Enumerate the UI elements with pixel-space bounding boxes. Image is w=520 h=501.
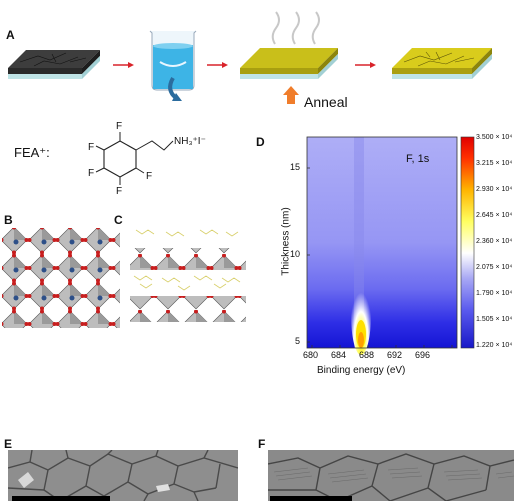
y-axis-title: Thickness (nm) (280, 207, 292, 276)
process-arrow-3 (355, 62, 376, 68)
colorbar-tick-label: 1.220 × 10⁴ (476, 342, 513, 349)
fluorine-label-5: F (146, 171, 153, 182)
x-tick-label: 692 (387, 350, 403, 360)
anneal-label: Anneal (304, 94, 348, 110)
process-schematic (8, 11, 492, 104)
annealing-film (240, 48, 338, 79)
y-tick-label: 5 (295, 336, 301, 346)
fluorine-label-3: F (88, 168, 95, 179)
panel-label-a: A (6, 28, 15, 42)
as-deposited-film (8, 50, 100, 79)
fluorine-label-1: F (116, 121, 123, 132)
colorbar-tick-label: 3.500 × 10⁴ (476, 134, 513, 141)
process-arrow-2 (207, 62, 228, 68)
colorbar-tick-label: 3.215 × 10⁴ (476, 160, 513, 167)
heatmap-background (307, 137, 457, 348)
f1s-peak-marker (351, 275, 371, 355)
panel-label-b: B (4, 213, 13, 227)
panel-label-d: D (256, 135, 265, 149)
panel-label-f: F (258, 437, 266, 451)
x-tick-label: 680 (303, 350, 319, 360)
colorbar-tick-label: 1.505 × 10⁴ (476, 316, 513, 323)
x-tick-label: 696 (415, 350, 431, 360)
beaker-icon (149, 30, 197, 101)
crystal-structure-b (2, 228, 120, 328)
x-tick-label: 684 (331, 350, 347, 360)
crystal-structure-c (130, 229, 246, 322)
sem-image-e (8, 450, 238, 501)
panel-label-c: C (114, 213, 123, 227)
fluorine-label-2: F (88, 142, 95, 153)
amine-label: NH₃⁺I⁻ (174, 136, 206, 147)
process-arrow-1 (113, 62, 134, 68)
colorbar-tick-label: 1.790 × 10⁴ (476, 290, 513, 297)
colorbar-tick-label: 2.930 × 10⁴ (476, 186, 513, 193)
fea-structure-diagram (95, 132, 174, 185)
fluorine-label-4: F (116, 186, 123, 197)
y-tick-label: 10 (290, 249, 301, 259)
x-axis-title: Binding energy (eV) (317, 365, 406, 376)
x-tick-label: 688 (359, 350, 375, 360)
steam-icon (271, 11, 320, 45)
scale-bar-e (12, 496, 110, 501)
y-tick-label: 15 (290, 162, 301, 172)
sem-image-f (268, 450, 514, 501)
sem-grain-pattern-e (8, 450, 238, 501)
panel-label-e: E (4, 437, 13, 451)
heatmap-annotation: F, 1s (406, 153, 430, 165)
colorbar-tick-label: 2.645 × 10⁴ (476, 212, 513, 219)
fea-label: FEA⁺: (14, 145, 50, 160)
colorbar-tick-label: 2.075 × 10⁴ (476, 264, 513, 271)
sem-grain-pattern-f (268, 450, 514, 501)
anneal-arrow-icon (283, 86, 299, 104)
final-film (392, 48, 492, 79)
colorbar (460, 136, 475, 349)
colorbar-tick-label: 2.360 × 10⁴ (476, 238, 513, 245)
scale-bar-f (270, 496, 352, 501)
